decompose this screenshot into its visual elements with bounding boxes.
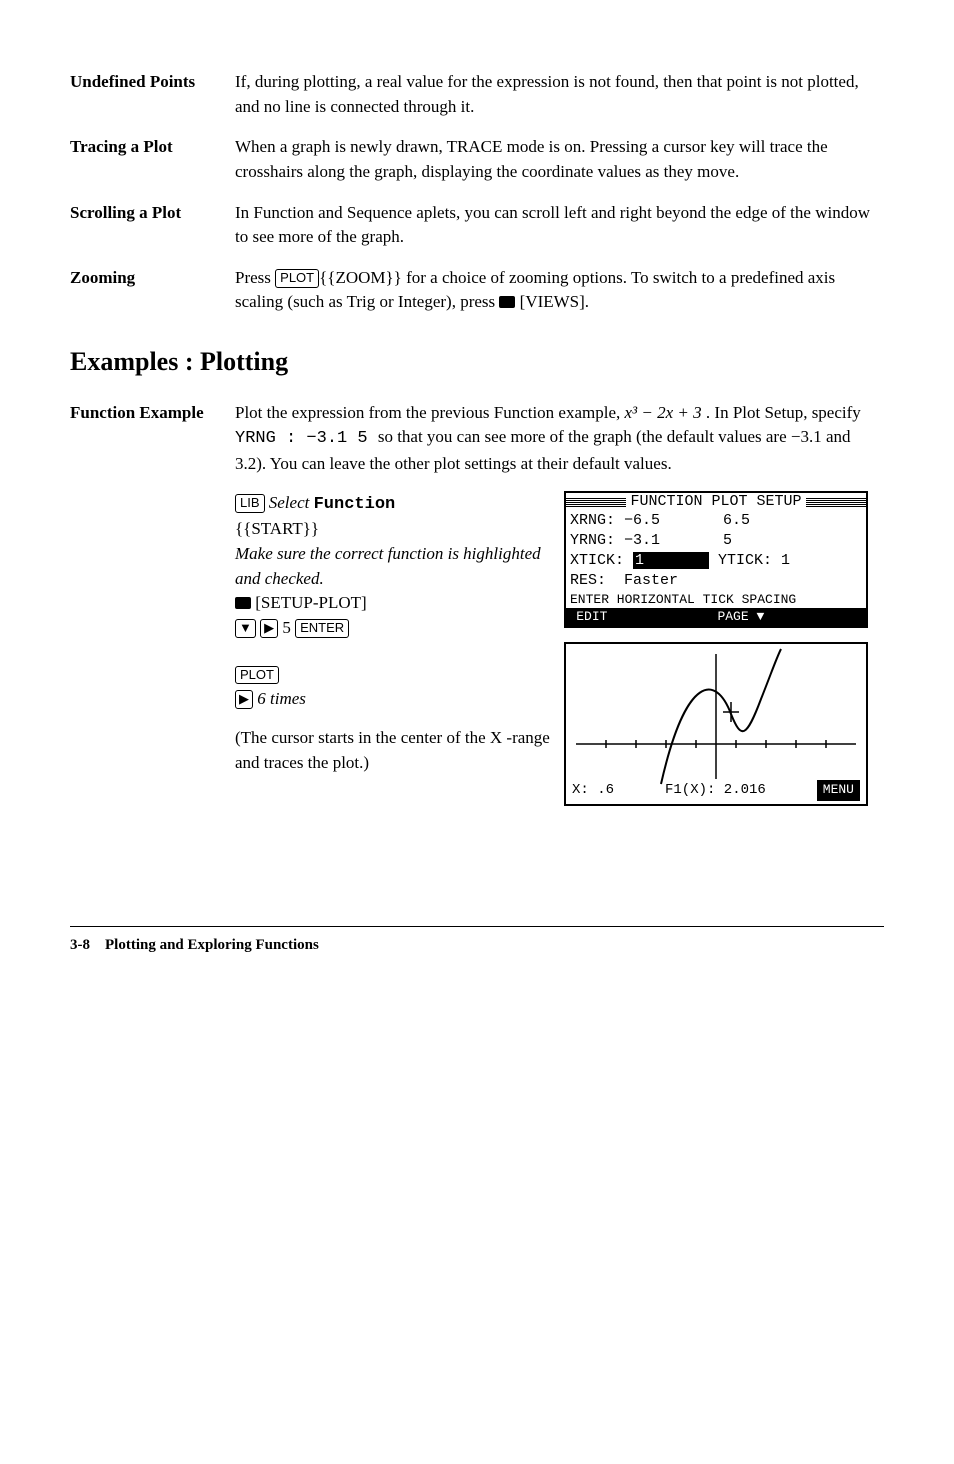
plot-x: X: .6 <box>572 780 614 800</box>
term-undefined: Undefined Points <box>70 70 225 119</box>
lcd-title-text: FUNCTION PLOT SETUP <box>626 493 805 511</box>
func-term: Function Example <box>70 401 225 806</box>
plot-screen: X: .6 F1(X): 2.016 MENU <box>564 642 868 806</box>
lcd-setup-screen: FUNCTION PLOT SETUP XRNG: −6.5 6.5 YRNG:… <box>564 491 868 628</box>
lcd-softkeys: EDIT PAGE ▼ <box>566 608 866 626</box>
select-label: Select <box>265 493 314 512</box>
lcd-title: FUNCTION PLOT SETUP <box>566 493 866 511</box>
lcd-sk-0: EDIT <box>568 609 616 625</box>
desc-scrolling: In Function and Sequence aplets, you can… <box>235 201 884 250</box>
desc-tracing: When a graph is newly drawn, TRACE mode … <box>235 135 884 184</box>
func-p1b: . In Plot Setup, specify <box>702 403 861 422</box>
term-zooming: Zooming <box>70 266 225 315</box>
views-label: [VIEWS]. <box>515 292 589 311</box>
lcd-l2: YRNG: −3.1 5 <box>566 531 866 551</box>
plot-menu-button: MENU <box>817 780 860 801</box>
cursor-note: (The cursor starts in the center of the … <box>235 726 550 775</box>
black-softkey-icon <box>499 296 515 308</box>
six-times: 6 times <box>253 689 306 708</box>
examples-heading: Examples : Plotting <box>70 343 884 381</box>
instr1: Make sure the correct function is highli… <box>235 542 550 591</box>
term-scrolling: Scrolling a Plot <box>70 201 225 250</box>
lcd-sk-1 <box>618 609 666 625</box>
zoom-label: {{ZOOM}} <box>319 268 402 287</box>
func-yrng: YRNG : −3.1 5 <box>235 429 378 448</box>
lcd-l5: ENTER HORIZONTAL TICK SPACING <box>566 591 866 609</box>
footer-title: Plotting and Exploring Functions <box>105 937 319 953</box>
lib-key: LIB <box>235 494 265 513</box>
enter-key: ENTER <box>295 619 349 638</box>
definitions-block: Undefined Points If, during plotting, a … <box>70 70 884 315</box>
black-softkey-icon <box>235 597 251 609</box>
plot-key-2: PLOT <box>235 666 279 685</box>
lcd-l3a: XTICK: <box>570 552 633 569</box>
lcd-l4: RES: Faster <box>566 571 866 591</box>
footer-page: 3-8 <box>70 937 90 953</box>
plot-bottombar: X: .6 F1(X): 2.016 MENU <box>566 777 866 804</box>
zoom-pre: Press <box>235 268 275 287</box>
func-body: Plot the expression from the previous Fu… <box>235 401 884 806</box>
func-paragraph: Plot the expression from the previous Fu… <box>235 401 884 477</box>
steps-right: FUNCTION PLOT SETUP XRNG: −6.5 6.5 YRNG:… <box>564 491 884 806</box>
function-example: Function Example Plot the expression fro… <box>70 401 884 806</box>
right-key-icon: ▶ <box>260 619 278 638</box>
lcd-sk-3: PAGE ▼ <box>717 609 765 625</box>
desc-zooming: Press PLOT{{ZOOM}} for a choice of zoomi… <box>235 266 884 315</box>
five-label: 5 <box>278 618 295 637</box>
footer: 3-8 Plotting and Exploring Functions <box>70 926 884 957</box>
func-p1a: Plot the expression from the previous Fu… <box>235 403 625 422</box>
lcd-l3b: YTICK: 1 <box>709 552 790 569</box>
lcd-l3-highlight: 1 <box>633 552 709 569</box>
steps-left: LIB Select Function {{START}} Make sure … <box>235 491 550 806</box>
term-tracing: Tracing a Plot <box>70 135 225 184</box>
desc-undefined: If, during plotting, a real value for th… <box>235 70 884 119</box>
function-tt: Function <box>314 495 396 514</box>
lcd-l1: XRNG: −6.5 6.5 <box>566 511 866 531</box>
down-key-icon: ▼ <box>235 619 256 638</box>
lcd-sk-5 <box>816 609 864 625</box>
right-key-icon-2: ▶ <box>235 690 253 709</box>
lcd-sk-2 <box>667 609 715 625</box>
setup-plot-label: [SETUP-PLOT] <box>251 593 367 612</box>
lcd-l3: XTICK: 1 YTICK: 1 <box>566 551 866 571</box>
lcd-sk-4 <box>767 609 815 625</box>
plot-fx: F1(X): 2.016 <box>614 780 817 800</box>
plot-key: PLOT <box>275 269 319 288</box>
func-expr: x³ − 2x + 3 <box>625 403 702 422</box>
start-label: {{START}} <box>235 517 550 542</box>
